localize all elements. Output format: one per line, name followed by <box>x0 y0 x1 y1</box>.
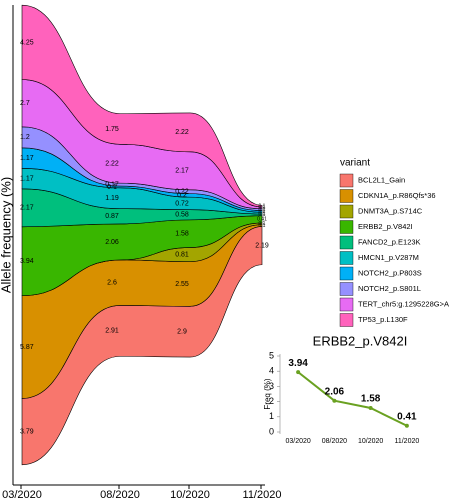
value-label: 2.22 <box>105 161 119 168</box>
x-tick-label: 11/2020 <box>243 489 282 500</box>
stream-layer <box>21 4 263 208</box>
value-label: 1.58 <box>175 231 189 238</box>
x-tick-label: 10/2020 <box>170 489 210 500</box>
inset-x-label: 08/2020 <box>322 438 347 445</box>
legend-swatch <box>339 204 354 219</box>
value-label: 0.2 <box>177 192 187 199</box>
legend-swatch <box>339 173 354 188</box>
y-tick-label: 1 <box>269 411 274 421</box>
legend-swatch <box>339 282 354 296</box>
y-tick-label: 5 <box>269 350 274 360</box>
value-label: 0.87 <box>105 213 119 220</box>
value-label: 2.17 <box>20 205 34 212</box>
value-label: 5.87 <box>20 344 34 351</box>
value-label: 0.1 <box>259 203 266 209</box>
y-tick-label: 4 <box>269 366 274 376</box>
value-label: 1.17 <box>20 175 34 182</box>
x-tick-label: 03/2020 <box>2 489 42 500</box>
value-label: 0.1 <box>259 223 266 229</box>
legend-swatch <box>339 297 354 312</box>
value-label: 0.1 <box>259 212 266 218</box>
value-label: 0.1 <box>259 205 266 211</box>
value-label: 0.81 <box>175 251 189 258</box>
y-tick-label: 3 <box>269 381 274 391</box>
value-label: 1.17 <box>20 155 34 162</box>
value-label: 3.94 <box>20 258 34 265</box>
value-label: 4.25 <box>20 39 34 46</box>
value-label: 3.79 <box>20 428 34 435</box>
value-label: 0.22 <box>175 189 189 196</box>
inset-x-label: 11/2020 <box>394 438 419 445</box>
value-label: 0.1 <box>259 207 266 213</box>
legend-swatch <box>339 251 354 265</box>
legend-swatch <box>339 235 354 250</box>
value-label: 2.55 <box>175 281 189 288</box>
value-label: 0.1 <box>107 184 117 191</box>
legend-label: NOTCH2_p.P803S <box>358 268 422 277</box>
value-label: 1.19 <box>105 195 119 202</box>
value-label: 1.75 <box>105 126 119 133</box>
inset-value-label: 1.58 <box>361 394 381 405</box>
inset-point <box>296 370 301 375</box>
value-label: 0.41 <box>257 217 267 223</box>
inset-point <box>404 423 409 428</box>
legend-label: ERBB2_p.V842I <box>358 222 413 231</box>
legend-label: BCL2L1_Gain <box>358 175 405 184</box>
value-label: 0.72 <box>175 200 189 207</box>
x-tick-label: 08/2020 <box>100 489 140 500</box>
y-tick-label: 2 <box>269 396 274 406</box>
value-label: 2.9 <box>177 329 187 336</box>
inset-x-label: 03/2020 <box>285 438 310 445</box>
legend-label: DNMT3A_p.S714C <box>358 206 423 215</box>
inset-y-label: Freq (%) <box>263 378 272 409</box>
y-axis-label: Allele frequency (%) <box>0 177 13 293</box>
legend-label: TERT_chr5:g.1295228G>A <box>358 299 449 308</box>
value-label: 2.19 <box>255 242 269 249</box>
inset-point <box>368 405 373 410</box>
legend-label: FANCD2_p.E123K <box>358 237 421 246</box>
legend-swatch <box>339 266 354 281</box>
value-label: 2.6 <box>107 280 117 287</box>
y-tick-label: 0 <box>269 426 274 436</box>
value-label: 1.2 <box>20 134 30 141</box>
value-label: 2.17 <box>175 168 189 175</box>
legend-swatch <box>339 313 354 327</box>
legend-label: TP53_p.L130F <box>358 315 408 324</box>
legend-swatch <box>339 220 354 234</box>
legend-title: variant <box>340 158 370 169</box>
inset-title: ERBB2_p.V842I <box>313 333 408 348</box>
legend-label: NOTCH2_p.S801L <box>358 284 421 293</box>
value-label: 0.1 <box>259 209 266 215</box>
value-label: 2.06 <box>105 239 119 246</box>
value-label: 2.91 <box>105 328 119 335</box>
value-label: 0.17 <box>105 181 119 188</box>
inset-x-label: 10/2020 <box>358 438 383 445</box>
inset-point <box>332 398 337 403</box>
value-label: 2.22 <box>175 129 189 136</box>
stream-layer <box>21 226 263 466</box>
value-label: 0.58 <box>175 212 189 219</box>
legend-label: CDKN1A_p.R86Qfs*36 <box>358 191 436 200</box>
legend-swatch <box>339 189 354 203</box>
inset-value-label: 2.06 <box>325 386 345 397</box>
inset-line <box>297 371 408 427</box>
legend-label: HMCN1_p.V287M <box>358 253 419 262</box>
value-label: 0.1 <box>259 221 266 227</box>
value-label: 0.1 <box>259 210 266 216</box>
value-label: 2.7 <box>20 100 30 107</box>
inset-value-label: 0.41 <box>397 411 417 422</box>
inset-value-label: 3.94 <box>288 358 308 369</box>
